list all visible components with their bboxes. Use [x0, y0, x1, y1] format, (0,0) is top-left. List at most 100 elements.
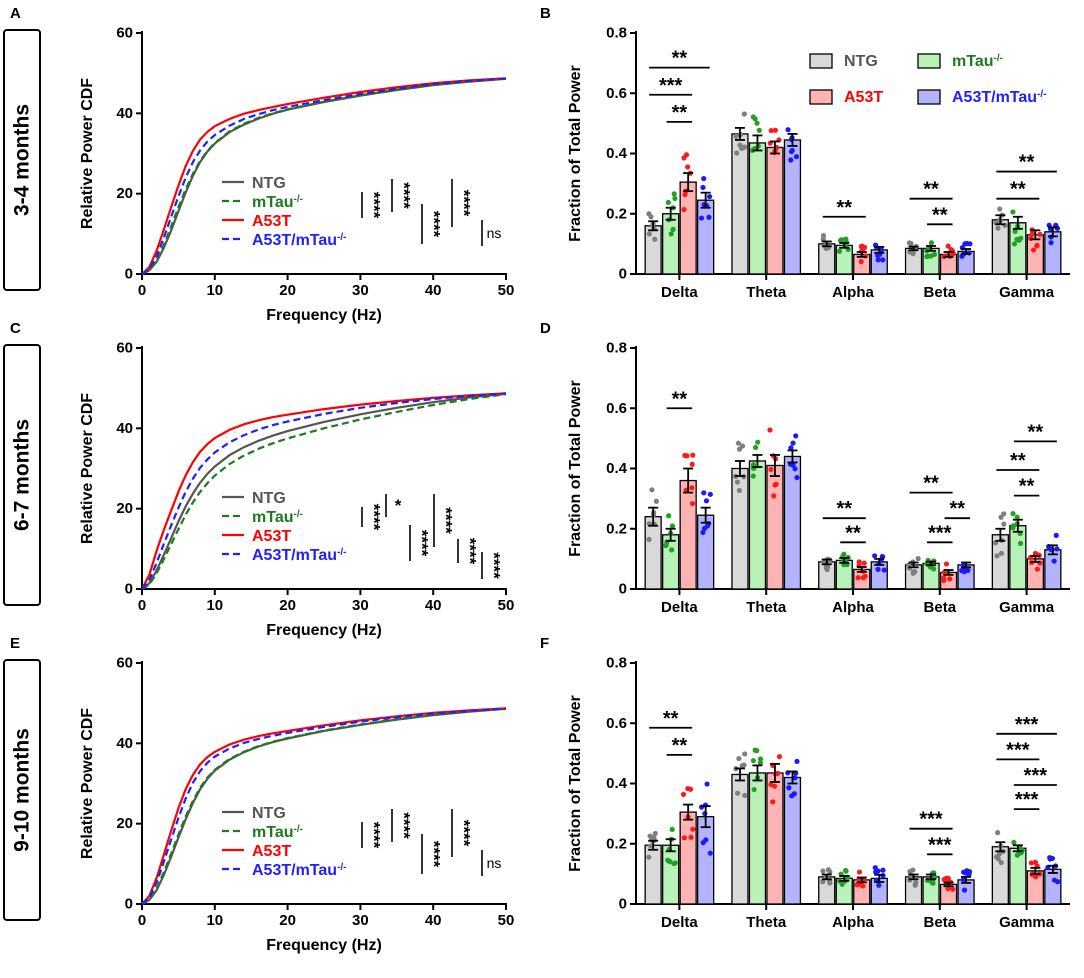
legend-label-base: mTau: [952, 53, 993, 70]
y-tick-label: 20: [116, 815, 133, 832]
data-point: [941, 569, 948, 576]
legend-label: mTau-/-: [252, 824, 303, 842]
x-tick-label: Theta: [746, 599, 787, 616]
legend-label: NTG: [252, 175, 286, 192]
legend-swatch: [917, 89, 941, 105]
data-point: [1014, 514, 1020, 520]
x-tick-label: 10: [206, 597, 223, 614]
bar: [1044, 549, 1062, 590]
data-point: [682, 452, 688, 459]
data-point: [950, 886, 956, 892]
data-point: [790, 462, 796, 468]
data-point: [701, 525, 708, 532]
data-point: [861, 560, 867, 566]
data-point: [752, 747, 758, 753]
data-point: [872, 553, 878, 559]
data-point: [947, 576, 953, 582]
data-point: [824, 564, 831, 570]
data-point: [768, 127, 774, 134]
sig-label: ***: [1015, 789, 1039, 811]
cdf-line-0: [141, 392, 507, 590]
y-axis-label: Fraction of Total Power: [567, 695, 584, 872]
x-axis-label: Frequency (Hz): [266, 937, 382, 954]
data-point: [1014, 852, 1020, 858]
legend-label-sup: -/-: [293, 509, 302, 520]
bar: [748, 142, 767, 275]
data-point: [669, 826, 675, 832]
data-point: [706, 214, 712, 220]
data-point: [773, 481, 779, 487]
bar: [662, 844, 680, 905]
sig-label: **: [663, 708, 679, 730]
y-tick-label: 40: [116, 420, 133, 437]
data-point: [786, 785, 792, 791]
y-axis-label: Relative Power CDF: [79, 78, 96, 229]
y-tick-label: 0.4: [606, 775, 628, 792]
data-point: [788, 157, 794, 163]
sig-label: **: [1019, 152, 1035, 174]
x-tick-label: Gamma: [999, 914, 1055, 931]
y-tick-label: 0: [125, 266, 133, 283]
y-tick-label: 0.8: [606, 25, 627, 42]
legend-label: NTG: [252, 490, 286, 507]
legend-label: mTau-/-: [252, 509, 303, 527]
data-point: [689, 461, 695, 467]
sig-label: **: [672, 388, 688, 410]
sig-label: ***: [928, 834, 952, 856]
data-point: [843, 868, 849, 874]
sig-label: ***: [1015, 714, 1039, 736]
data-point: [704, 781, 710, 787]
data-point: [858, 259, 864, 265]
data-point: [672, 195, 678, 202]
data-point: [757, 760, 764, 766]
data-point: [750, 462, 757, 468]
data-point: [793, 433, 799, 439]
bar: [870, 561, 888, 590]
bar: [766, 772, 784, 905]
data-point: [878, 247, 885, 253]
legend-label-base: A53T/mTau: [252, 862, 337, 879]
data-point: [908, 240, 914, 247]
cdf-line-3: [141, 707, 507, 905]
stat-label: ****: [365, 822, 384, 849]
bar: [766, 146, 784, 275]
x-tick-label: 40: [425, 912, 442, 929]
data-point: [860, 575, 866, 581]
data-point: [1017, 540, 1024, 546]
data-point: [860, 883, 866, 889]
data-point: [839, 881, 845, 887]
sig-label: **: [950, 498, 966, 520]
data-point: [924, 253, 930, 260]
data-point: [961, 562, 967, 568]
data-point: [701, 490, 707, 496]
legend-label: NTG: [844, 53, 878, 70]
data-point: [941, 876, 947, 883]
legend-label-sup: -/-: [337, 862, 346, 873]
data-point: [880, 257, 886, 263]
bar: [748, 772, 767, 905]
data-point: [966, 871, 972, 877]
sig-label: **: [1028, 421, 1044, 443]
x-tick-label: 20: [279, 282, 296, 299]
data-point: [1034, 566, 1040, 572]
panel-letter: D: [540, 320, 551, 337]
data-point: [820, 236, 826, 242]
y-tick-label: 0: [619, 581, 627, 598]
data-point: [995, 830, 1001, 836]
data-point: [646, 854, 652, 860]
data-point: [872, 865, 878, 871]
data-point: [669, 523, 676, 529]
cdf-line-1: [141, 707, 507, 905]
data-point: [667, 858, 673, 865]
x-tick-label: Gamma: [999, 284, 1055, 301]
sig-label: **: [672, 48, 688, 70]
data-point: [860, 246, 866, 252]
bar-chart-F: F 0 0.2 0.4 0.6 0.8 Fraction of Total Power Del…: [540, 635, 1070, 931]
stat-label: ****: [461, 538, 480, 565]
data-point: [653, 498, 660, 504]
data-point: [736, 755, 742, 762]
legend-label-sup: -/-: [993, 53, 1002, 64]
data-point: [1014, 236, 1020, 242]
legend-label: A53T: [252, 843, 291, 860]
sig-label: **: [836, 498, 852, 520]
